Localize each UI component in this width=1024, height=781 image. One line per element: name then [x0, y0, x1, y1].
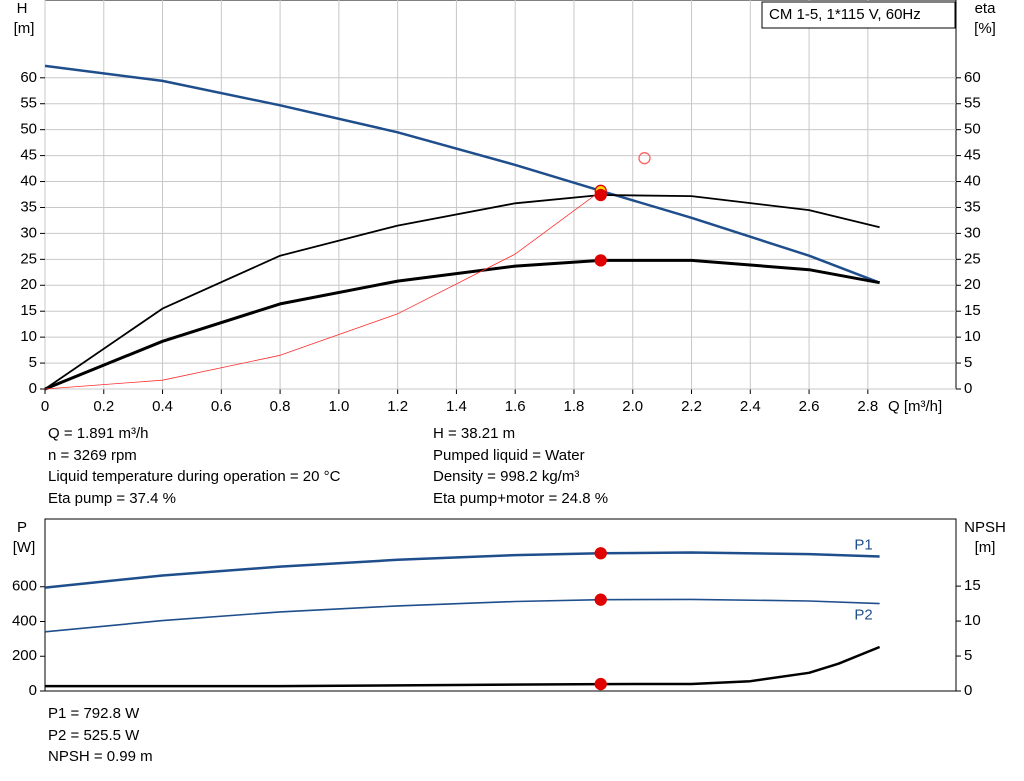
- x-tick-label: 0.2: [93, 398, 114, 415]
- plot-area: [44, 518, 957, 692]
- operating-point: [594, 188, 607, 202]
- x-tick-label: 2.6: [799, 398, 820, 415]
- y-tick-label: 35: [964, 198, 981, 215]
- y-tick-label: 60: [964, 69, 981, 86]
- readout-line: Eta pump+motor = 24.8 %: [433, 489, 609, 507]
- x-tick-label: 1.8: [564, 398, 585, 415]
- x-tick-label: 0.6: [211, 398, 232, 415]
- chart-title: CM 1-5, 1*115 V, 60Hz: [769, 6, 921, 23]
- y-tick-label: 50: [20, 121, 37, 138]
- y-tick-label: 55: [964, 95, 981, 112]
- y-tick-label: 5: [29, 354, 37, 371]
- y2-axis-unit: [%]: [974, 20, 996, 37]
- y2-axis-label: NPSH: [964, 519, 1006, 536]
- y-axis-unit: [W]: [13, 539, 36, 556]
- y-tick-label: 45: [964, 147, 981, 164]
- curve-label: P1: [854, 536, 872, 553]
- operating-point: [594, 593, 607, 606]
- y-tick-label: 20: [964, 276, 981, 293]
- operating-point: [594, 254, 607, 267]
- y-tick-label: 45: [20, 147, 37, 164]
- y-tick-label: 200: [12, 647, 37, 664]
- y-tick-label: 30: [20, 224, 37, 241]
- x-tick-label: 2.8: [857, 398, 878, 415]
- plot-area: [44, 0, 957, 390]
- readout-line: Eta pump = 37.4 %: [48, 489, 176, 507]
- readout-line: Q = 1.891 m³/h: [48, 425, 149, 442]
- operating-point: [594, 677, 607, 691]
- y-tick-label: 0: [29, 380, 37, 397]
- x-tick-label: 2.0: [622, 398, 643, 415]
- curve-label: P2: [854, 607, 872, 624]
- y-tick-label: 5: [964, 647, 972, 664]
- x-tick-label: 0: [41, 398, 49, 415]
- readout-line: H = 38.21 m: [433, 425, 516, 442]
- readout-power: P1 = 792.8 W P2 = 525.5 W NPSH = 0.99 m: [48, 703, 153, 768]
- y-tick-label: 10: [20, 328, 37, 345]
- y-tick-label: 55: [20, 95, 37, 112]
- readout-line: Pumped liquid = Water: [433, 446, 585, 464]
- curve: [44, 598, 880, 633]
- y-tick-label: 25: [964, 250, 981, 267]
- x-tick-label: 2.4: [740, 398, 761, 415]
- y-tick-label: 20: [20, 276, 37, 293]
- y-axis-unit: [m]: [14, 20, 35, 37]
- x-tick-label: 1.2: [387, 398, 408, 415]
- y-tick-label: 10: [964, 612, 981, 629]
- y-tick-label: 600: [12, 578, 37, 595]
- curve: [44, 194, 880, 390]
- operating-point: [638, 152, 651, 165]
- x-tick-label: 1.6: [505, 398, 526, 415]
- y-tick-label: 15: [20, 302, 37, 319]
- y2-axis-label: eta: [975, 0, 997, 17]
- y-axis-label: H: [17, 0, 28, 17]
- readout-line: Liquid temperature during operation = 20…: [48, 468, 341, 485]
- y-tick-label: 15: [964, 302, 981, 319]
- y-tick-label: 0: [29, 682, 37, 699]
- readout-line: Density = 998.2 kg/m³: [433, 468, 580, 485]
- y-tick-label: 40: [20, 173, 37, 190]
- operating-point: [594, 547, 607, 560]
- y-tick-label: 60: [20, 69, 37, 86]
- readout-line: n = 3269 rpm: [48, 446, 137, 464]
- x-tick-label: 2.2: [681, 398, 702, 415]
- y-tick-label: 50: [964, 121, 981, 138]
- y-tick-label: 40: [964, 173, 981, 190]
- y-tick-label: 15: [964, 577, 981, 594]
- curve: [45, 645, 881, 688]
- x-tick-label: 0.4: [152, 398, 173, 415]
- x-axis-label: Q [m³/h]: [888, 398, 942, 415]
- readout-line: P1 = 792.8 W: [48, 705, 140, 722]
- y-axis-label: P: [17, 519, 27, 536]
- y-tick-label: 30: [964, 224, 981, 241]
- y-tick-label: 25: [20, 250, 37, 267]
- x-tick-label: 1.4: [446, 398, 467, 415]
- y-tick-label: 5: [964, 354, 972, 371]
- readout-right: H = 38.21 m Pumped liquid = Water Densit…: [433, 423, 608, 509]
- x-tick-label: 0.8: [270, 398, 291, 415]
- curve: [44, 258, 880, 391]
- x-tick-label: 1.0: [328, 398, 349, 415]
- y-tick-label: 0: [964, 682, 972, 699]
- title-box: [761, 1, 956, 29]
- y-tick-label: 400: [12, 612, 37, 629]
- y-tick-label: 10: [964, 328, 981, 345]
- y2-axis-unit: [m]: [975, 539, 996, 556]
- curve: [44, 64, 881, 284]
- readout-left: Q = 1.891 m³/h n = 3269 rpm Liquid tempe…: [48, 423, 340, 509]
- y-tick-label: 0: [964, 380, 972, 397]
- readout-line: P2 = 525.5 W: [48, 726, 140, 744]
- y-tick-label: 35: [20, 198, 37, 215]
- curve: [44, 190, 601, 390]
- readout-line: NPSH = 0.99 m: [48, 748, 153, 765]
- curve: [44, 551, 880, 589]
